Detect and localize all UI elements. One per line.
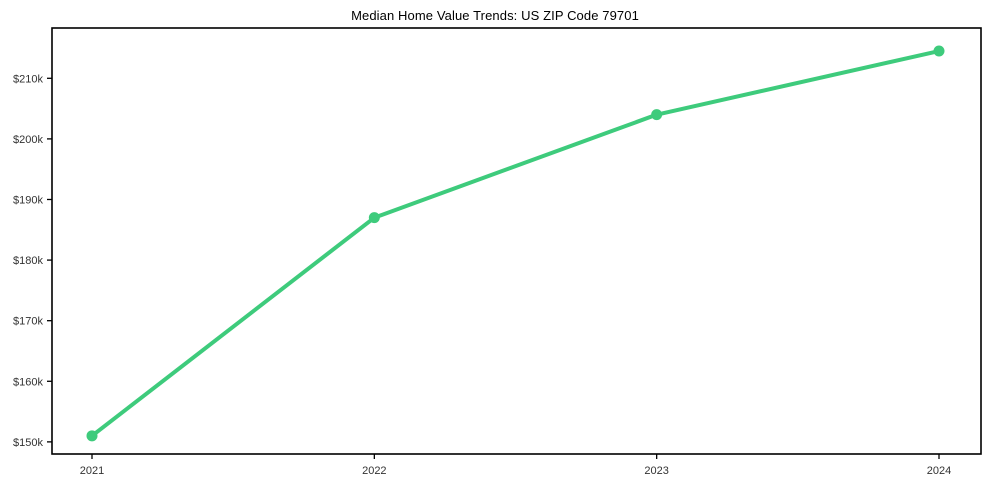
data-point: [651, 109, 663, 121]
y-tick-label: $190k: [13, 194, 43, 206]
y-tick-label: $200k: [13, 134, 43, 146]
y-tick-label: $180k: [13, 255, 43, 267]
data-point: [368, 212, 380, 224]
x-tick-label: 2023: [644, 465, 668, 477]
y-tick-label: $160k: [13, 376, 43, 388]
y-tick-label: $210k: [13, 73, 43, 85]
y-tick-label: $150k: [13, 437, 43, 449]
chart-title: Median Home Value Trends: US ZIP Code 79…: [351, 8, 639, 23]
x-tick-label: 2021: [80, 465, 104, 477]
y-tick-label: $170k: [13, 316, 43, 328]
x-tick-label: 2022: [362, 465, 386, 477]
plot-frame: [51, 27, 982, 455]
trend-line: [90, 49, 941, 438]
x-tick-label: 2024: [927, 465, 951, 477]
data-point: [86, 430, 98, 442]
data-point: [933, 45, 945, 57]
